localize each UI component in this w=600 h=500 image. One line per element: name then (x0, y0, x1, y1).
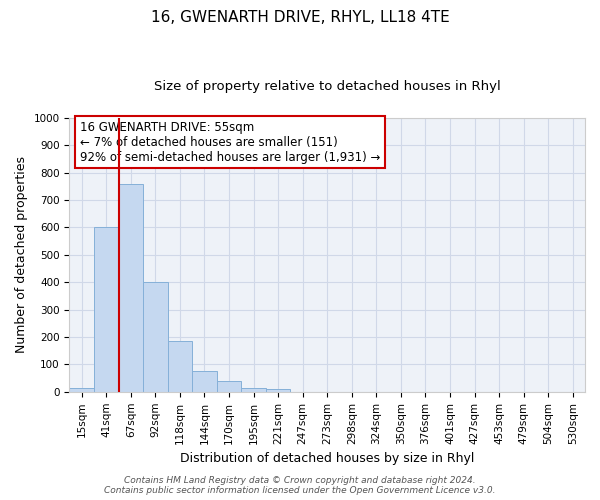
Bar (192, 372, 217, 392)
Bar (143, 282, 167, 392)
Bar (241, 388, 266, 392)
Text: 16 GWENARTH DRIVE: 55sqm
← 7% of detached houses are smaller (151)
92% of semi-d: 16 GWENARTH DRIVE: 55sqm ← 7% of detache… (80, 120, 380, 164)
Bar (94, 228, 119, 392)
Bar (167, 341, 192, 392)
Bar (119, 184, 143, 392)
Text: 16, GWENARTH DRIVE, RHYL, LL18 4TE: 16, GWENARTH DRIVE, RHYL, LL18 4TE (151, 10, 449, 25)
Bar (266, 388, 290, 392)
Bar (70, 388, 94, 392)
Bar (217, 381, 241, 392)
X-axis label: Distribution of detached houses by size in Rhyl: Distribution of detached houses by size … (180, 452, 475, 465)
Text: Contains HM Land Registry data © Crown copyright and database right 2024.
Contai: Contains HM Land Registry data © Crown c… (104, 476, 496, 495)
Y-axis label: Number of detached properties: Number of detached properties (15, 156, 28, 354)
Title: Size of property relative to detached houses in Rhyl: Size of property relative to detached ho… (154, 80, 500, 93)
